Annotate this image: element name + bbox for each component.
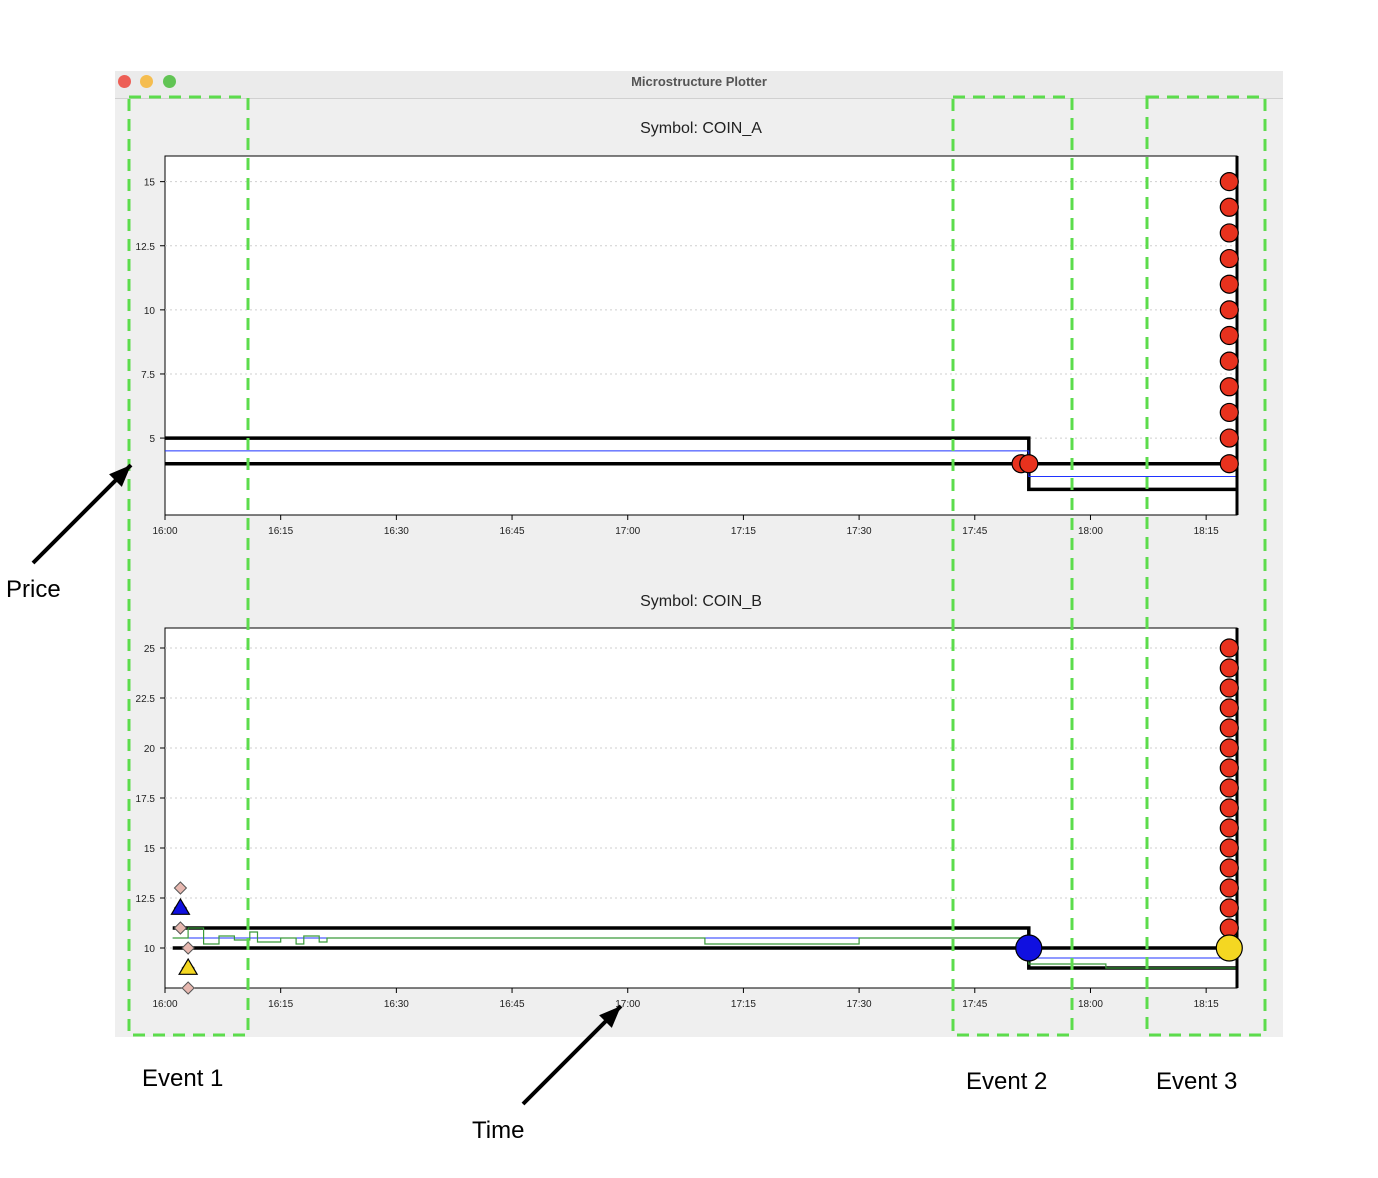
event-2-box xyxy=(951,95,1074,1037)
y-tick-label: 10 xyxy=(144,944,156,955)
title-bar: Microstructure Plotter xyxy=(115,71,1283,99)
plot-area xyxy=(164,155,1238,516)
trade-marker-circle xyxy=(1219,838,1239,858)
trade-marker-circle xyxy=(1219,878,1239,898)
x-tick-label: 16:00 xyxy=(152,999,177,1010)
maximize-window-button[interactable] xyxy=(163,75,176,88)
close-window-button[interactable] xyxy=(118,75,131,88)
price-annotation: Price xyxy=(6,576,61,603)
y-tick-label: 25 xyxy=(144,644,156,655)
trade-marker-circle xyxy=(1219,778,1239,798)
order-marker-diamond xyxy=(173,881,188,895)
trade-marker-circle xyxy=(1019,454,1039,474)
x-tick-label: 16:45 xyxy=(500,526,525,537)
event-3-box xyxy=(1145,95,1267,1037)
trade-marker-circle xyxy=(1219,248,1239,269)
x-tick-label: 17:30 xyxy=(847,526,872,537)
x-tick-label: 17:15 xyxy=(731,526,756,537)
trade-marker-circle xyxy=(1219,172,1239,192)
trade-marker-circle xyxy=(1219,638,1239,658)
order-marker-diamond xyxy=(173,921,188,935)
x-tick-label: 18:15 xyxy=(1194,526,1219,537)
chart-title: Symbol: COIN_B xyxy=(640,593,762,610)
minimize-window-button[interactable] xyxy=(140,75,153,88)
y-tick-label: 10 xyxy=(144,306,156,317)
x-tick-label: 17:15 xyxy=(731,999,756,1010)
price-arrow-head xyxy=(109,465,131,487)
trade-marker-circle xyxy=(1219,738,1239,758)
x-tick-label: 17:00 xyxy=(615,999,640,1010)
trade-marker-circle xyxy=(1219,402,1239,423)
plot-area xyxy=(164,627,1238,989)
x-tick-label: 18:00 xyxy=(1078,526,1103,537)
chart-panel-2: Symbol: COIN_B 10 12.5 15 17.5 20 22.5 25 16:00 1… xyxy=(136,593,1243,1010)
trade-marker-circle xyxy=(1219,858,1239,878)
trade-marker-circle xyxy=(1219,758,1239,778)
trade-marker-circle xyxy=(1219,898,1239,918)
trade-marker-circle xyxy=(1219,698,1239,718)
x-tick-label: 17:45 xyxy=(962,999,987,1010)
order-marker-triangle xyxy=(178,957,199,975)
y-tick-label: 15 xyxy=(144,844,156,855)
time-annotation: Time xyxy=(472,1117,525,1144)
x-tick-label: 16:30 xyxy=(384,526,409,537)
trade-marker-circle xyxy=(1219,300,1239,320)
event-3-annotation: Event 3 xyxy=(1156,1068,1238,1095)
window-title: Microstructure Plotter xyxy=(631,74,767,89)
event-2-annotation: Event 2 xyxy=(966,1068,1048,1095)
x-tick-label: 16:15 xyxy=(268,526,293,537)
y-tick-label: 15 xyxy=(144,178,156,189)
trade-marker-circle xyxy=(1219,223,1239,243)
trade-marker-circle xyxy=(1219,718,1239,738)
trade-marker-circle xyxy=(1219,274,1239,294)
trade-marker-circle xyxy=(1219,818,1239,838)
x-tick-label: 18:15 xyxy=(1194,999,1219,1010)
trade-marker-circle xyxy=(1219,377,1239,397)
time-arrow-head xyxy=(599,1006,621,1028)
y-tick-label: 20 xyxy=(144,744,156,755)
order-marker-diamond xyxy=(181,941,195,955)
trade-marker-circle xyxy=(1219,658,1239,678)
x-tick-label: 17:45 xyxy=(962,526,987,537)
order-marker-diamond xyxy=(181,981,195,995)
x-tick-label: 18:00 xyxy=(1078,999,1103,1010)
time-arrow-shaft xyxy=(521,1004,623,1106)
event-1-annotation: Event 1 xyxy=(142,1065,224,1092)
y-tick-label: 22.5 xyxy=(136,694,156,705)
trade-marker-circle xyxy=(1219,325,1239,346)
trade-marker-circle xyxy=(1219,197,1239,217)
x-tick-label: 16:45 xyxy=(500,999,525,1010)
y-tick-label: 7.5 xyxy=(141,370,155,381)
x-tick-label: 17:00 xyxy=(615,526,640,537)
trade-marker-circle xyxy=(1219,428,1239,448)
x-tick-label: 16:30 xyxy=(384,999,409,1010)
y-tick-label: 12.5 xyxy=(136,894,156,905)
series-trade-line xyxy=(172,927,1237,969)
price-arrow-shaft xyxy=(31,463,133,565)
x-tick-label: 16:15 xyxy=(268,999,293,1010)
order-marker-triangle xyxy=(170,897,191,915)
y-tick-label: 17.5 xyxy=(136,794,156,805)
trade-marker-circle xyxy=(1219,454,1239,474)
x-tick-label: 17:30 xyxy=(847,999,872,1010)
trade-marker-circle xyxy=(1219,678,1239,698)
trade-marker-circle xyxy=(1219,351,1239,371)
trade-marker-circle xyxy=(1015,934,1043,962)
chart-panel-1: Symbol: COIN_A 5 7.5 10 12.5 15 16:00 16:15 16:3… xyxy=(136,120,1239,537)
x-tick-label: 16:00 xyxy=(152,526,177,537)
event-1-box xyxy=(127,95,250,1037)
y-tick-label: 12.5 xyxy=(136,242,156,253)
trade-marker-circle xyxy=(1215,934,1243,962)
y-tick-label: 5 xyxy=(149,434,155,445)
trade-marker-circle xyxy=(1219,918,1239,938)
trade-marker-circle xyxy=(1219,798,1239,818)
chart-title: Symbol: COIN_A xyxy=(640,120,762,137)
